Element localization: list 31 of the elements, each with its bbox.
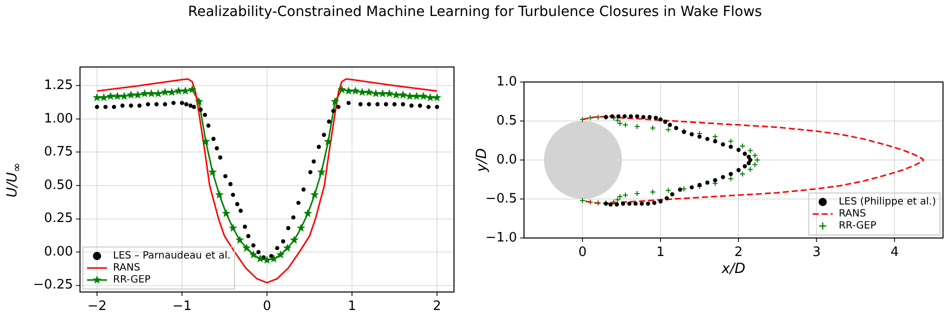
legend-label: LES (Philippe et al.) xyxy=(838,196,936,208)
y-tick-label: 0.50 xyxy=(44,178,73,193)
x-tick-label: 1 xyxy=(348,299,356,314)
x-tick-label: −1 xyxy=(172,299,192,314)
legend-label: RR-GEP xyxy=(838,220,876,232)
x-tick-label: 0 xyxy=(262,299,272,314)
legend-label: LES – Parnaudeau et al. xyxy=(113,250,231,262)
x-tick-label: 2 xyxy=(734,245,743,260)
legend-label: RANS xyxy=(838,208,866,220)
y-tick-label: −1.0 xyxy=(485,230,517,246)
x-tick-label: 3 xyxy=(812,245,821,260)
y-tick-label: 1.0 xyxy=(496,74,517,90)
y-tick-label: 0.5 xyxy=(496,113,517,128)
y-tick-label: 1.00 xyxy=(44,111,73,126)
x-tick-label: −2 xyxy=(87,299,107,314)
y-tick-label: −0.5 xyxy=(485,191,517,206)
y-tick-label: 1.25 xyxy=(44,78,73,94)
y-tick-label: 0.75 xyxy=(44,144,73,160)
x-tick-label: 4 xyxy=(890,245,899,260)
chart-title: Realizability-Constrained Machine Learning for Turbulence Closures in Wake Flows xyxy=(187,4,763,20)
x-tick-label: 2 xyxy=(432,299,442,314)
x-tick-label: 1 xyxy=(656,245,665,260)
x-tick-label: 0 xyxy=(578,245,587,260)
y-tick-label: 0.00 xyxy=(44,244,73,260)
y-tick-label: 0.25 xyxy=(44,211,73,226)
legend-label: RANS xyxy=(113,262,140,274)
y-axis-title: y/D xyxy=(474,148,490,172)
legend-label: RR-GEP xyxy=(113,274,151,286)
y-tick-label: 0.0 xyxy=(496,152,517,168)
y-tick-label: −0.25 xyxy=(33,278,73,293)
x-axis-title: x/D xyxy=(720,261,746,278)
